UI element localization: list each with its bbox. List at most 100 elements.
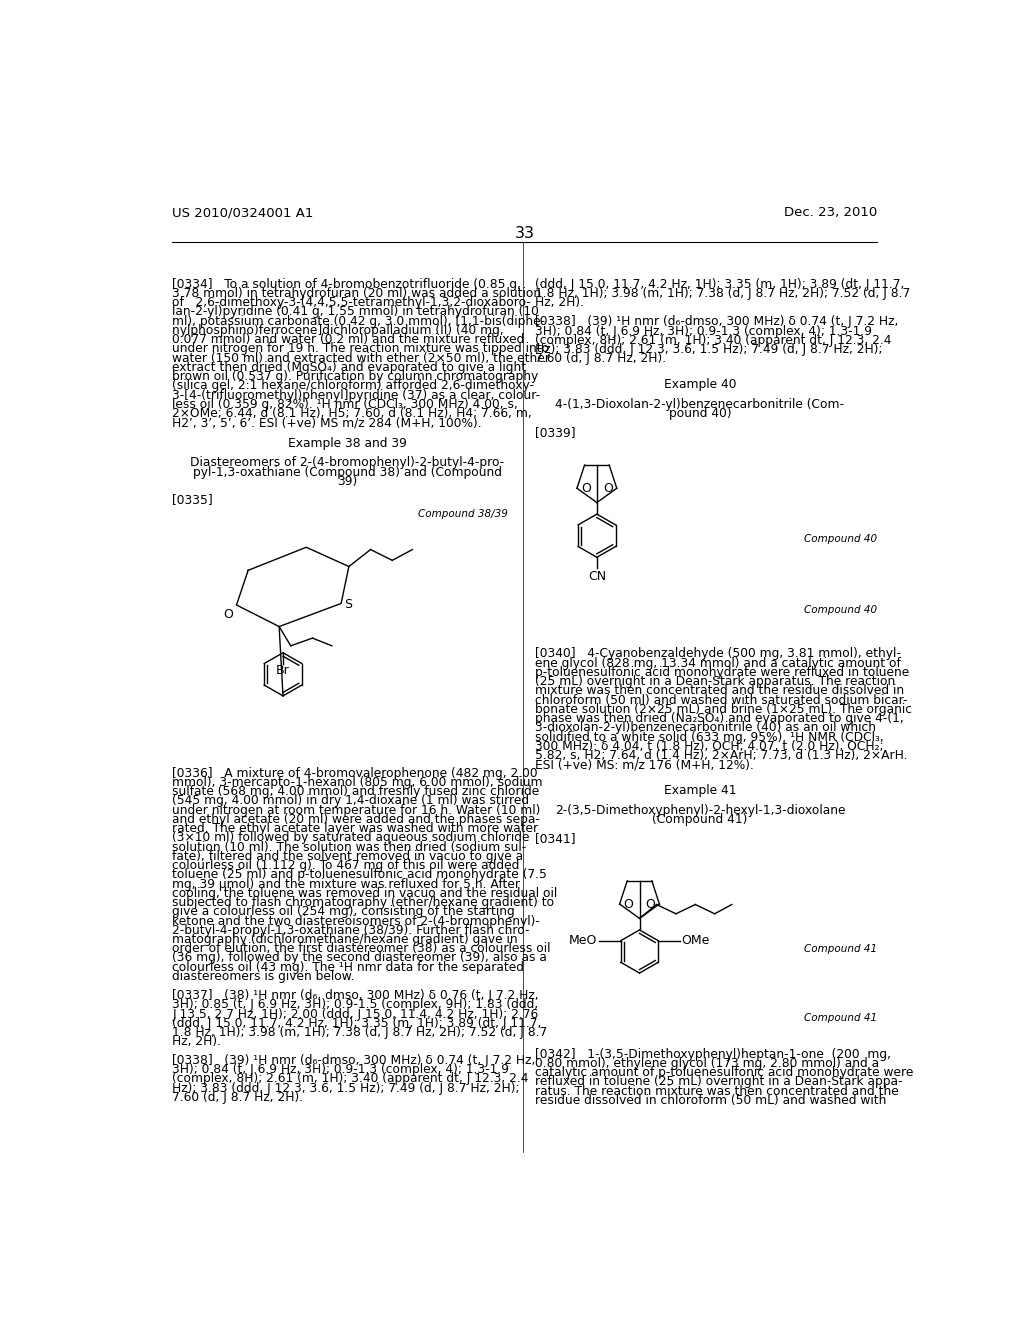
Text: ene glycol (828 mg, 13.34 mmol) and a catalytic amount of: ene glycol (828 mg, 13.34 mmol) and a ca… — [535, 656, 901, 669]
Text: 3-[4-(trifluoromethyl)phenyl]pyridine (37) as a clear, colour-: 3-[4-(trifluoromethyl)phenyl]pyridine (3… — [172, 388, 541, 401]
Text: S: S — [344, 598, 352, 611]
Text: 2-butyl-4-propyl-1,3-oxathiane (38/39). Further flash chro-: 2-butyl-4-propyl-1,3-oxathiane (38/39). … — [172, 924, 529, 937]
Text: solidified to a white solid (633 mg, 95%). ¹H NMR (CDCl₃,: solidified to a white solid (633 mg, 95%… — [535, 730, 884, 743]
Text: lan-2-yl)pyridine (0.41 g, 1.55 mmol) in tetrahydrofuran (10: lan-2-yl)pyridine (0.41 g, 1.55 mmol) in… — [172, 305, 539, 318]
Text: 4-(1,3-Dioxolan-2-yl)benzenecarbonitrile (Com-: 4-(1,3-Dioxolan-2-yl)benzenecarbonitrile… — [555, 397, 845, 411]
Text: O: O — [646, 899, 655, 911]
Text: catalytic amount of p-toluenesulfonic acid monohydrate were: catalytic amount of p-toluenesulfonic ac… — [535, 1067, 913, 1080]
Text: (complex, 8H); 2.61 (m, 1H); 3.40 (apparent dt, J 12.3, 2.4: (complex, 8H); 2.61 (m, 1H); 3.40 (appar… — [535, 334, 891, 347]
Text: (36 mg), followed by the second diastereomer (39), also as a: (36 mg), followed by the second diastere… — [172, 952, 547, 965]
Text: 7.60 (d, J 8.7 Hz, 2H).: 7.60 (d, J 8.7 Hz, 2H). — [535, 352, 666, 366]
Text: O: O — [624, 899, 634, 911]
Text: (ddd, J 15.0, 11.7, 4.2 Hz, 1H); 3.35 (m, 1H); 3.89 (dt, J 11.7,: (ddd, J 15.0, 11.7, 4.2 Hz, 1H); 3.35 (m… — [535, 277, 904, 290]
Text: give a colourless oil (254 mg), consisting of the starting: give a colourless oil (254 mg), consisti… — [172, 906, 515, 919]
Text: O: O — [603, 483, 613, 495]
Text: (3×10 ml) followed by saturated aqueous sodium chloride: (3×10 ml) followed by saturated aqueous … — [172, 832, 529, 845]
Text: mmol), 3-mercapto-1-hexanol (805 mg, 6.00 mmol), sodium: mmol), 3-mercapto-1-hexanol (805 mg, 6.0… — [172, 776, 543, 789]
Text: solution (10 ml). The solution was then dried (sodium sul-: solution (10 ml). The solution was then … — [172, 841, 526, 854]
Text: Example 40: Example 40 — [664, 378, 736, 391]
Text: extract then dried (MgSO₄) and evaporated to give a light: extract then dried (MgSO₄) and evaporate… — [172, 360, 526, 374]
Text: Hz, 2H).: Hz, 2H). — [535, 296, 584, 309]
Text: [0339]: [0339] — [535, 426, 575, 440]
Text: [0338]   (39) ¹H nmr (d₆-dmso, 300 MHz) δ 0.74 (t, J 7.2 Hz,: [0338] (39) ¹H nmr (d₆-dmso, 300 MHz) δ … — [535, 315, 898, 329]
Text: (ddd, J 15.0, 11.7, 4.2 Hz, 1H); 3.35 (m, 1H); 3.89 (dt, J 11.7,: (ddd, J 15.0, 11.7, 4.2 Hz, 1H); 3.35 (m… — [172, 1016, 542, 1030]
Text: cooling, the toluene was removed in vacuo and the residual oil: cooling, the toluene was removed in vacu… — [172, 887, 557, 900]
Text: CN: CN — [588, 570, 606, 582]
Text: [0342]   1-(3,5-Dimethoxyphenyl)heptan-1-one  (200  mg,: [0342] 1-(3,5-Dimethoxyphenyl)heptan-1-o… — [535, 1048, 891, 1061]
Text: 2-(3,5-Dimethoxyphenyl)-2-hexyl-1,3-dioxolane: 2-(3,5-Dimethoxyphenyl)-2-hexyl-1,3-diox… — [555, 804, 845, 817]
Text: [0340]   4-Cyanobenzaldehyde (500 mg, 3.81 mmol), ethyl-: [0340] 4-Cyanobenzaldehyde (500 mg, 3.81… — [535, 647, 901, 660]
Text: Hz); 3.83 (ddd, J 12.3, 3.6, 1.5 Hz); 7.49 (d, J 8.7 Hz, 2H);: Hz); 3.83 (ddd, J 12.3, 3.6, 1.5 Hz); 7.… — [535, 343, 883, 356]
Text: chloroform (50 ml) and washed with saturated sodium bicar-: chloroform (50 ml) and washed with satur… — [535, 693, 907, 706]
Text: Compound 41: Compound 41 — [804, 1014, 878, 1023]
Text: 0.077 mmol) and water (0.2 ml) and the mixture refluxed: 0.077 mmol) and water (0.2 ml) and the m… — [172, 333, 524, 346]
Text: water (150 ml) and extracted with ether (2×50 ml), the ether: water (150 ml) and extracted with ether … — [172, 351, 550, 364]
Text: 300 MHz): δ 4.04, t (1.8 Hz), OCH; 4.07, t (2.0 Hz), OCH₂;: 300 MHz): δ 4.04, t (1.8 Hz), OCH; 4.07,… — [535, 739, 884, 752]
Text: p-toluenesulfonic acid monohydrate were refluxed in toluene: p-toluenesulfonic acid monohydrate were … — [535, 665, 909, 678]
Text: (Compound 41): (Compound 41) — [652, 813, 748, 826]
Text: [0337]   (38) ¹H nmr (d₆, dmso, 300 MHz) δ 0.76 (t, J 7.2 Hz,: [0337] (38) ¹H nmr (d₆, dmso, 300 MHz) δ… — [172, 989, 539, 1002]
Text: pound 40): pound 40) — [669, 407, 731, 420]
Text: ESI (+ve) MS: m/z 176 (M+H, 12%).: ESI (+ve) MS: m/z 176 (M+H, 12%). — [535, 758, 754, 771]
Text: [0341]: [0341] — [535, 832, 575, 845]
Text: J 13.5, 2.7 Hz, 1H); 2.00 (ddd, J 15.0, 11.4, 4.2 Hz, 1H); 2.76: J 13.5, 2.7 Hz, 1H); 2.00 (ddd, J 15.0, … — [172, 1007, 539, 1020]
Text: residue dissolved in chloroform (50 mL) and washed with: residue dissolved in chloroform (50 mL) … — [535, 1094, 886, 1107]
Text: 3H); 0.84 (t, J 6.9 Hz, 3H); 0.9-1.3 (complex, 4); 1.3-1.9: 3H); 0.84 (t, J 6.9 Hz, 3H); 0.9-1.3 (co… — [535, 325, 871, 338]
Text: and ethyl acetate (20 ml) were added and the phases sepa-: and ethyl acetate (20 ml) were added and… — [172, 813, 540, 826]
Text: ml), potassium carbonate (0.42 g, 3.0 mmol), [1,1-bis(diphe-: ml), potassium carbonate (0.42 g, 3.0 mm… — [172, 314, 546, 327]
Text: 0.80 mmol), ethylene glycol (173 mg, 2.80 mmol) and a: 0.80 mmol), ethylene glycol (173 mg, 2.8… — [535, 1057, 879, 1071]
Text: [0335]: [0335] — [172, 494, 213, 507]
Text: [0334]   To a solution of 4-bromobenzotrifluoride (0.85 g,: [0334] To a solution of 4-bromobenzotrif… — [172, 277, 521, 290]
Text: Compound 38/39: Compound 38/39 — [418, 508, 508, 519]
Text: brown oil (0.537 g). Purification by column chromatography: brown oil (0.537 g). Purification by col… — [172, 370, 539, 383]
Text: toluene (25 ml) and p-toluenesulfonic acid monohydrate (7.5: toluene (25 ml) and p-toluenesulfonic ac… — [172, 869, 547, 882]
Text: [0336]   A mixture of 4-bromovalerophenone (482 mg, 2.00: [0336] A mixture of 4-bromovalerophenone… — [172, 767, 538, 780]
Text: (545 mg, 4.00 mmol) in dry 1,4-dioxane (1 ml) was stirred: (545 mg, 4.00 mmol) in dry 1,4-dioxane (… — [172, 795, 529, 808]
Text: 3.78 mmol) in tetrahydrofuran (20 ml) was added a solution: 3.78 mmol) in tetrahydrofuran (20 ml) wa… — [172, 286, 542, 300]
Text: 2×OMe; 6.44, d (8.1 Hz), H5; 7.60, d (8.1 Hz), H4; 7.66, m,: 2×OMe; 6.44, d (8.1 Hz), H5; 7.60, d (8.… — [172, 407, 531, 420]
Text: 1.8 Hz, 1H); 3.98 (m, 1H); 7.38 (d, J 8.7 Hz, 2H); 7.52 (d, J 8.7: 1.8 Hz, 1H); 3.98 (m, 1H); 7.38 (d, J 8.… — [535, 286, 910, 300]
Text: colourless oil (1.112 g). To 467 mg of this oil were added: colourless oil (1.112 g). To 467 mg of t… — [172, 859, 519, 873]
Text: (complex, 8H); 2.61 (m, 1H); 3.40 (apparent dt, J 12.3, 2.4: (complex, 8H); 2.61 (m, 1H); 3.40 (appar… — [172, 1072, 528, 1085]
Text: H2’, 3’, 5’, 6’. ESI (+ve) MS m/z 284 (M+H, 100%).: H2’, 3’, 5’, 6’. ESI (+ve) MS m/z 284 (M… — [172, 416, 482, 429]
Text: nylphosphino)ferrocene]dichloropalladium (II) (40 mg,: nylphosphino)ferrocene]dichloropalladium… — [172, 323, 504, 337]
Text: ketone and the two diastereoisomers of 2-(4-bromophenyl)-: ketone and the two diastereoisomers of 2… — [172, 915, 540, 928]
Text: OMe: OMe — [682, 935, 710, 948]
Text: Compound 40: Compound 40 — [804, 535, 878, 544]
Text: pyl-1,3-oxathiane (Compound 38) and (Compound: pyl-1,3-oxathiane (Compound 38) and (Com… — [193, 466, 502, 479]
Text: of   2,6-dimethoxy-3-(4,4,5,5-tetramethyl-1,3,2-dioxaboro-: of 2,6-dimethoxy-3-(4,4,5,5-tetramethyl-… — [172, 296, 531, 309]
Text: Br: Br — [276, 664, 290, 677]
Text: less oil (0.359 g, 82%). ¹H nmr (CDCl₃, 300 MHz) 4.00, s,: less oil (0.359 g, 82%). ¹H nmr (CDCl₃, … — [172, 397, 518, 411]
Text: order of elution, the first diastereomer (38) as a colourless oil: order of elution, the first diastereomer… — [172, 942, 551, 956]
Text: O: O — [581, 483, 591, 495]
Text: ratus. The reaction mixture was then concentrated and the: ratus. The reaction mixture was then con… — [535, 1085, 899, 1098]
Text: subjected to flash chromatography (ether/hexane gradient) to: subjected to flash chromatography (ether… — [172, 896, 554, 909]
Text: refluxed in toluene (25 mL) overnight in a Dean-Stark appa-: refluxed in toluene (25 mL) overnight in… — [535, 1076, 902, 1089]
Text: 1.8 Hz, 1H); 3.98 (m, 1H); 7.38 (d, J 8.7 Hz, 2H); 7.52 (d, J 8.7: 1.8 Hz, 1H); 3.98 (m, 1H); 7.38 (d, J 8.… — [172, 1026, 548, 1039]
Text: Compound 41: Compound 41 — [804, 944, 878, 954]
Text: [0338]   (39) ¹H nmr (d₆-dmso, 300 MHz) δ 0.74 (t, J 7.2 Hz,: [0338] (39) ¹H nmr (d₆-dmso, 300 MHz) δ … — [172, 1053, 536, 1067]
Text: 3-dioxolan-2-yl)benzenecarbonitrile (40) as an oil which: 3-dioxolan-2-yl)benzenecarbonitrile (40)… — [535, 721, 876, 734]
Text: mixture was then concentrated and the residue dissolved in: mixture was then concentrated and the re… — [535, 684, 904, 697]
Text: under nitrogen at room temperature for 16 h. Water (10 ml): under nitrogen at room temperature for 1… — [172, 804, 541, 817]
Text: Hz); 3.83 (ddd, J 12.3, 3.6, 1.5 Hz); 7.49 (d, J 8.7 Hz, 2H);: Hz); 3.83 (ddd, J 12.3, 3.6, 1.5 Hz); 7.… — [172, 1081, 519, 1094]
Text: under nitrogen for 19 h. The reaction mixture was tipped into: under nitrogen for 19 h. The reaction mi… — [172, 342, 549, 355]
Text: mg, 39 μmol) and the mixture was refluxed for 5 h. After: mg, 39 μmol) and the mixture was refluxe… — [172, 878, 520, 891]
Text: Hz, 2H).: Hz, 2H). — [172, 1035, 221, 1048]
Text: O: O — [223, 609, 233, 622]
Text: diastereomers is given below.: diastereomers is given below. — [172, 970, 354, 983]
Text: 39): 39) — [337, 475, 357, 488]
Text: Example 38 and 39: Example 38 and 39 — [288, 437, 407, 450]
Text: Diastereomers of 2-(4-bromophenyl)-2-butyl-4-pro-: Diastereomers of 2-(4-bromophenyl)-2-but… — [190, 457, 505, 470]
Text: matography (dichloromethane/hexane gradient) gave in: matography (dichloromethane/hexane gradi… — [172, 933, 518, 946]
Text: sulfate (568 mg, 4.00 mmol) and freshly fused zinc chloride: sulfate (568 mg, 4.00 mmol) and freshly … — [172, 785, 540, 799]
Text: rated. The ethyl acetate layer was washed with more water: rated. The ethyl acetate layer was washe… — [172, 822, 539, 836]
Text: (25 mL) overnight in a Dean-Stark apparatus. The reaction: (25 mL) overnight in a Dean-Stark appara… — [535, 675, 895, 688]
Text: bonate solution (2×25 mL) and brine (1×25 mL). The organic: bonate solution (2×25 mL) and brine (1×2… — [535, 702, 912, 715]
Text: 3H); 0.84 (t, J 6.9 Hz, 3H); 0.9-1.3 (complex, 4); 1.3-1.9: 3H); 0.84 (t, J 6.9 Hz, 3H); 0.9-1.3 (co… — [172, 1063, 509, 1076]
Text: fate), filtered and the solvent removed in vacuo to give a: fate), filtered and the solvent removed … — [172, 850, 523, 863]
Text: colourless oil (43 mg). The ¹H nmr data for the separated: colourless oil (43 mg). The ¹H nmr data … — [172, 961, 524, 974]
Text: 33: 33 — [515, 226, 535, 242]
Text: MeO: MeO — [569, 935, 597, 948]
Text: US 2010/0324001 A1: US 2010/0324001 A1 — [172, 206, 313, 219]
